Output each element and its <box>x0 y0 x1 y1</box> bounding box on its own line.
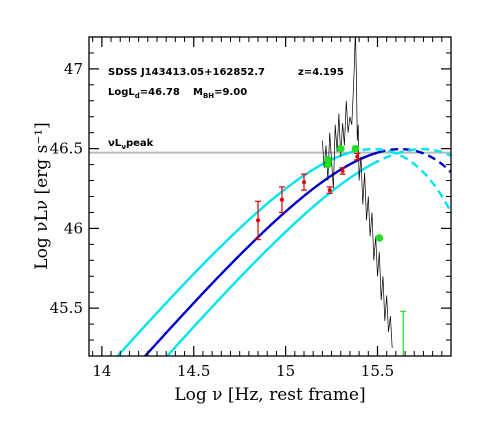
m-bh-text: M <box>193 87 203 98</box>
x-tick-label-2: 15 <box>276 362 295 380</box>
redshift-label: z=4.195 <box>298 67 344 78</box>
photometry-point-0 <box>256 218 261 223</box>
m-bh-label: MBH=9.00 <box>193 87 247 100</box>
log-ld-subscript: d <box>135 92 140 100</box>
log-ld-value: =46.78 <box>140 87 180 98</box>
spectral-point-3 <box>351 144 360 153</box>
photometry-point-3 <box>327 188 332 193</box>
y-axis-label: Log νLν [erg s⁻¹] <box>32 122 52 269</box>
y-tick-label-2: 46.5 <box>50 140 83 158</box>
axes-layer: 14 14.5 15 15.5 45.5 46 46.5 47 <box>50 36 452 380</box>
spectral-point-1 <box>324 156 332 164</box>
peak-label-text: νL <box>108 138 122 149</box>
m-bh-subscript: BH <box>203 92 214 100</box>
photometry-point-5 <box>355 154 360 159</box>
photometry-point-1 <box>279 197 284 202</box>
log-ld-text: LogL <box>108 87 135 98</box>
m-bh-value: =9.00 <box>214 87 247 98</box>
peak-line-label: νLνpeak <box>108 138 154 151</box>
x-tick-label-3: 15.5 <box>361 362 394 380</box>
disc-model-dashed-1 <box>349 147 451 213</box>
x-axis-label: Log ν [Hz, rest frame] <box>174 385 365 405</box>
photometry-point-2 <box>301 180 306 185</box>
spectral-point-2 <box>336 144 345 153</box>
x-tick-label-0: 14 <box>92 362 111 380</box>
peak-label-subscript: ν <box>121 143 126 151</box>
observed-spectrum <box>322 37 393 349</box>
spectral-point-4 <box>375 234 384 242</box>
disc-model-solid-0 <box>143 151 378 356</box>
y-tick-label-3: 47 <box>64 60 83 78</box>
peak-label-suffix: peak <box>126 138 154 149</box>
photometry-point-4 <box>340 168 345 173</box>
disc-model-solid-2 <box>165 163 373 356</box>
object-name-label: SDSS J143413.05+162852.7 <box>108 67 265 78</box>
y-tick-label-0: 45.5 <box>50 299 83 317</box>
y-tick-label-1: 46 <box>64 219 83 237</box>
log-ld-label: LogLd=46.78 <box>108 87 180 100</box>
disc-model-dashed-2 <box>371 147 451 166</box>
plot-data-layer <box>89 37 451 356</box>
x-tick-label-1: 14.5 <box>177 362 210 380</box>
